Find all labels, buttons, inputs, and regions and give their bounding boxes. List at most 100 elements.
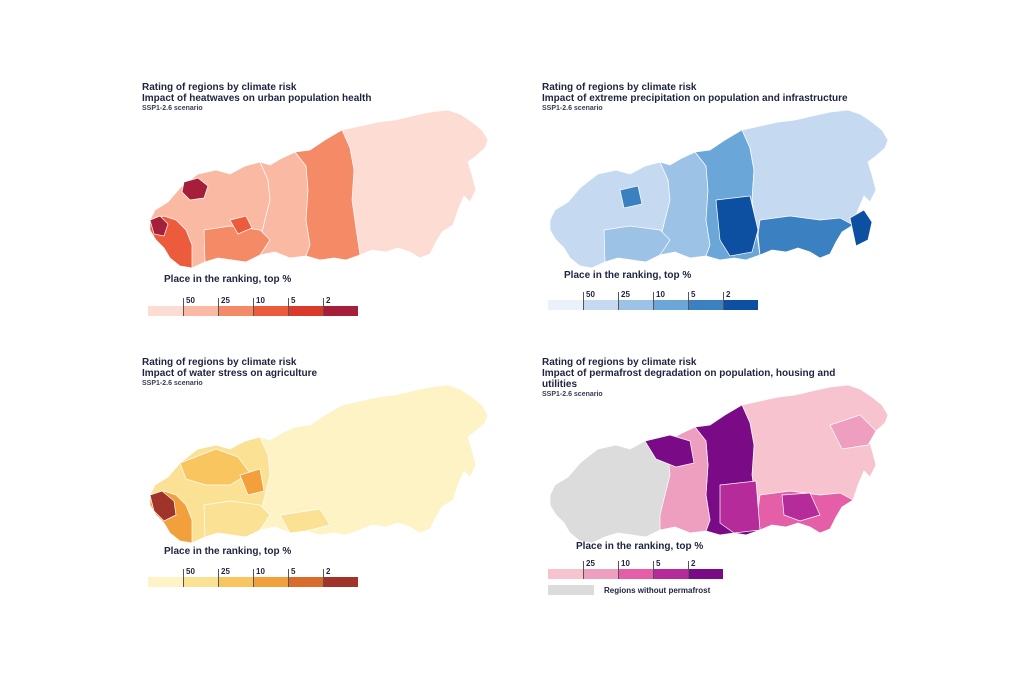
legend-tick-line	[583, 561, 584, 579]
legend-tick-line	[253, 569, 254, 587]
legend-swatch	[618, 300, 653, 310]
region-shape	[719, 480, 761, 534]
legend-tick-line	[583, 292, 584, 310]
legend-tick-label: 2	[326, 567, 331, 576]
legend-swatch	[583, 569, 618, 579]
legend-tick-label: 5	[656, 559, 661, 568]
legend-tick-label: 50	[186, 296, 195, 305]
heatwave-legend-title: Place in the ranking, top %	[164, 274, 292, 285]
legend-swatch	[148, 577, 183, 587]
legend-tick-label: 5	[691, 290, 696, 299]
legend-tick-label: 50	[186, 567, 195, 576]
legend-swatch	[218, 306, 253, 316]
region-shape	[715, 195, 759, 257]
region-shape	[603, 225, 671, 263]
legend-swatch	[548, 569, 583, 579]
legend-tick-line	[653, 561, 654, 579]
water-stress-scenario: SSP1-2.6 scenario	[142, 380, 203, 387]
legend-tick-line	[323, 569, 324, 587]
region-shape	[179, 448, 251, 486]
precipitation-panel: Rating of regions by climate risk Impact…	[520, 70, 900, 320]
region-shape	[149, 490, 177, 522]
heatwave-scenario: SSP1-2.6 scenario	[142, 105, 203, 112]
legend-swatch	[253, 577, 288, 587]
legend-tick-label: 5	[291, 296, 296, 305]
region-shape	[149, 215, 169, 237]
legend-swatch	[253, 306, 288, 316]
legend-tick-line	[323, 298, 324, 316]
permafrost-panel: Rating of regions by climate risk Impact…	[520, 345, 900, 595]
legend-tick-line	[218, 298, 219, 316]
legend-tick-label: 25	[586, 559, 595, 568]
legend-tick-line	[183, 569, 184, 587]
legend-tick-label: 10	[256, 567, 265, 576]
precipitation-titles: Rating of regions by climate risk Impact…	[542, 82, 872, 114]
precipitation-map	[549, 109, 889, 269]
legend-tick-label: 2	[691, 559, 696, 568]
water-stress-titles: Rating of regions by climate risk Impact…	[142, 357, 472, 389]
precipitation-title: Rating of regions by climate risk	[542, 82, 697, 93]
water-stress-legend-title: Place in the ranking, top %	[164, 546, 292, 557]
legend-swatch	[688, 300, 723, 310]
permafrost-map	[549, 384, 889, 544]
precipitation-subtitle: Impact of extreme precipitation on popul…	[542, 93, 848, 104]
legend-tick-label: 10	[256, 296, 265, 305]
water-stress-map	[149, 384, 489, 544]
permafrost-titles: Rating of regions by climate risk Impact…	[542, 357, 872, 400]
region-shape	[644, 434, 695, 468]
precipitation-legend-title: Place in the ranking, top %	[564, 270, 692, 281]
heatwave-map	[149, 109, 489, 269]
heatwave-legend: 50 25 10 5 2	[148, 296, 358, 316]
legend-tick-line	[618, 561, 619, 579]
legend-tick-line	[688, 292, 689, 310]
legend-tick-label: 25	[221, 296, 230, 305]
legend-swatch	[653, 569, 688, 579]
water-stress-panel: Rating of regions by climate risk Impact…	[120, 345, 500, 595]
region-shape	[781, 492, 821, 522]
legend-swatch	[723, 300, 758, 310]
legend-tick-label: 25	[221, 567, 230, 576]
legend-tick-label: 2	[726, 290, 731, 299]
legend-swatch	[183, 577, 218, 587]
region-shape	[203, 500, 271, 538]
region-shape	[229, 215, 253, 235]
permafrost-nodata-legend: Regions without permafrost	[548, 585, 710, 595]
legend-tick-line	[288, 569, 289, 587]
legend-tick-line	[618, 292, 619, 310]
region-shape	[849, 209, 873, 247]
legend-swatch	[583, 300, 618, 310]
heatwave-subtitle: Impact of heatwaves on urban population …	[142, 93, 372, 104]
legend-swatch	[148, 306, 183, 316]
legend-swatch	[653, 300, 688, 310]
region-shape	[279, 508, 331, 534]
legend-swatch	[688, 569, 723, 579]
legend-tick-label: 25	[621, 290, 630, 299]
legend-tick-label: 2	[326, 296, 331, 305]
precipitation-scenario: SSP1-2.6 scenario	[542, 105, 603, 112]
legend-swatch	[618, 569, 653, 579]
nodata-label: Regions without permafrost	[604, 585, 711, 595]
water-stress-legend: 50 25 10 5 2	[148, 567, 358, 587]
legend-tick-line	[218, 569, 219, 587]
legend-tick-line	[253, 298, 254, 316]
region-shape	[829, 414, 877, 450]
legend-swatch	[323, 306, 358, 316]
legend-tick-line	[688, 561, 689, 579]
legend-tick-line	[653, 292, 654, 310]
legend-swatch	[183, 306, 218, 316]
legend-tick-line	[288, 298, 289, 316]
legend-tick-label: 50	[586, 290, 595, 299]
legend-tick-label: 10	[621, 559, 630, 568]
region-shape	[181, 177, 209, 201]
heatwave-panel: Rating of regions by climate risk Impact…	[120, 70, 500, 320]
permafrost-subtitle: Impact of permafrost degradation on popu…	[542, 368, 836, 390]
region-shape	[294, 129, 361, 261]
legend-tick-line	[183, 298, 184, 316]
legend-swatch	[323, 577, 358, 587]
permafrost-legend-title: Place in the ranking, top %	[576, 541, 704, 552]
legend-tick-line	[723, 292, 724, 310]
precipitation-legend: 50 25 10 5 2	[548, 290, 758, 310]
legend-tick-label: 10	[656, 290, 665, 299]
legend-swatch	[548, 300, 583, 310]
water-stress-subtitle: Impact of water stress on agriculture	[142, 368, 318, 379]
